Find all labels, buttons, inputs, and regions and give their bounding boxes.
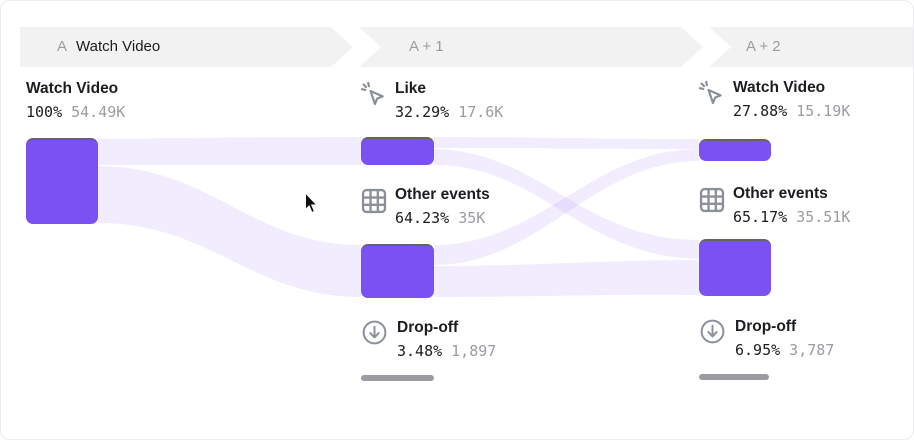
dropoff-bar-a2 bbox=[699, 374, 769, 380]
funnel-step-a2[interactable]: A + 2 bbox=[709, 27, 913, 67]
drop-off-icon bbox=[361, 319, 391, 349]
flow-link-like-other2 bbox=[434, 149, 699, 259]
event-name: Drop-off bbox=[397, 319, 459, 336]
mouse-cursor-icon bbox=[305, 192, 318, 214]
event-count: 17.6K bbox=[458, 103, 504, 121]
event-count: 35K bbox=[458, 209, 486, 227]
flow-link-a-other1 bbox=[98, 166, 361, 297]
grid-icon bbox=[697, 185, 727, 215]
click-icon bbox=[359, 80, 389, 110]
node-watch-video-a2[interactable] bbox=[699, 139, 771, 161]
flow-link-like-wv2 bbox=[434, 137, 699, 149]
drop-off-icon bbox=[699, 318, 729, 348]
flow-link-other1-wv2 bbox=[434, 149, 699, 265]
event-like-a1[interactable]: Like 32.29% 17.6K bbox=[359, 79, 503, 122]
event-percent: 3.48% bbox=[397, 342, 443, 360]
grid-icon bbox=[359, 186, 389, 216]
event-percent: 32.29% bbox=[395, 103, 450, 121]
event-watch-video-a2[interactable]: Watch Video 27.88% 15.19K bbox=[697, 78, 850, 121]
event-other-a2[interactable]: Other events 65.17% 35.51K bbox=[697, 184, 850, 227]
event-count: 54.49K bbox=[71, 103, 126, 121]
node-other-a1[interactable] bbox=[361, 244, 434, 298]
flow-link-other1-other2 bbox=[434, 260, 699, 297]
node-other-a2[interactable] bbox=[699, 239, 771, 296]
event-name: Watch Video bbox=[26, 80, 119, 97]
event-percent: 64.23% bbox=[395, 209, 450, 227]
event-other-a1[interactable]: Other events 64.23% 35K bbox=[359, 185, 490, 228]
funnel-step-a[interactable]: A Watch Video bbox=[20, 27, 353, 67]
event-percent: 65.17% bbox=[733, 208, 788, 226]
event-name: Watch Video bbox=[733, 79, 826, 96]
event-name: Drop-off bbox=[735, 318, 797, 335]
step-label: Watch Video bbox=[76, 38, 161, 55]
event-name: Other events bbox=[733, 185, 828, 202]
step-label: A + 1 bbox=[409, 38, 444, 55]
event-name: Like bbox=[395, 80, 427, 97]
event-dropoff-a2[interactable]: Drop-off 6.95% 3,787 bbox=[699, 317, 834, 360]
node-like-a1[interactable] bbox=[361, 137, 434, 165]
event-count: 1,897 bbox=[451, 342, 497, 360]
event-count: 35.51K bbox=[796, 208, 851, 226]
flow-link-a-like bbox=[98, 137, 361, 165]
click-icon bbox=[697, 79, 727, 109]
dropoff-bar-a1 bbox=[361, 375, 434, 381]
event-percent: 27.88% bbox=[733, 102, 788, 120]
event-percent: 6.95% bbox=[735, 341, 781, 359]
node-watch-video-a[interactable] bbox=[26, 138, 98, 224]
event-count: 3,787 bbox=[789, 341, 835, 359]
event-percent: 100% bbox=[26, 103, 63, 121]
event-name: Other events bbox=[395, 186, 490, 203]
step-label: A + 2 bbox=[746, 38, 781, 55]
step-badge: A bbox=[57, 38, 68, 55]
event-watch-video-a[interactable]: Watch Video 100% 54.49K bbox=[26, 79, 125, 122]
event-count: 15.19K bbox=[796, 102, 851, 120]
funnel-step-a1[interactable]: A + 1 bbox=[359, 27, 703, 67]
event-dropoff-a1[interactable]: Drop-off 3.48% 1,897 bbox=[361, 318, 496, 361]
